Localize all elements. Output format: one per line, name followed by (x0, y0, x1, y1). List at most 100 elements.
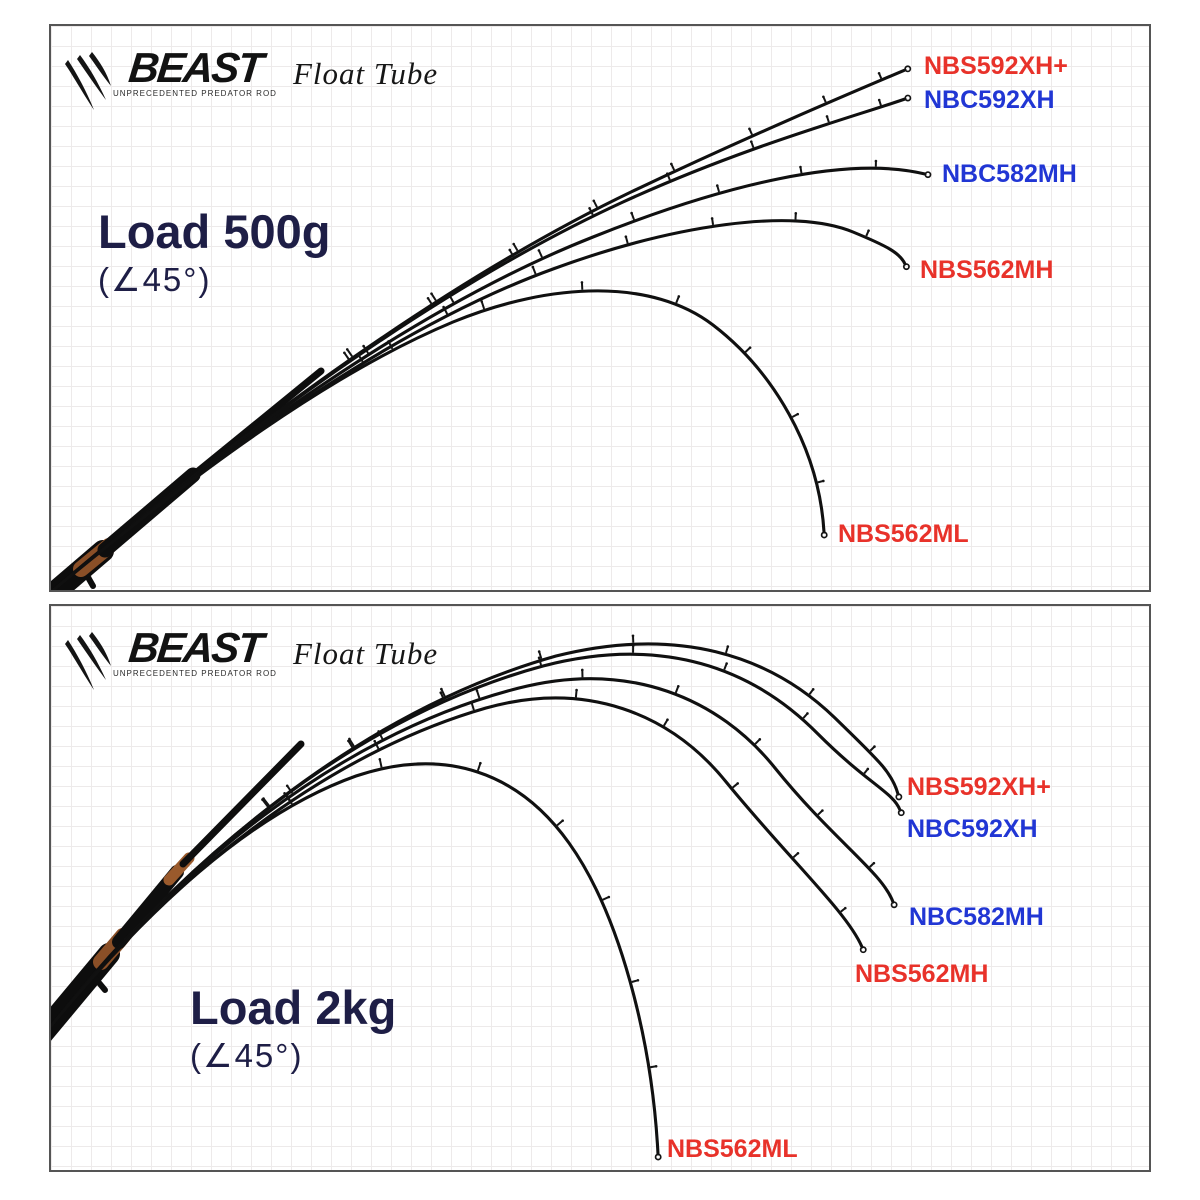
rod-guide-tick (480, 301, 486, 310)
brand-name: BEAST (126, 624, 264, 671)
load-label-block: Load 500g (∠45°) (98, 208, 330, 299)
rod-guide-ring (725, 662, 728, 665)
rod-guide-ring (748, 127, 751, 131)
rod-guide-ring (666, 718, 669, 722)
rod-guide-ring (439, 691, 443, 694)
rod-guide-ring (430, 292, 433, 295)
rod-tip-guide (820, 531, 828, 539)
rod-curve-NBS562ML (51, 289, 826, 590)
rod-guide-ring (561, 819, 564, 822)
rod-guide-ring (347, 739, 350, 743)
rod-guide-tick (261, 798, 269, 808)
rod-guide-ring (670, 162, 673, 166)
rod-guide-ring (877, 71, 881, 75)
rod-guide-ring (872, 861, 876, 865)
rod-model-label-NBC582MH: NBC582MH (942, 160, 1077, 188)
rod-guide-ring (575, 688, 578, 692)
rod-guide-tick (343, 352, 351, 361)
rod-model-label-NBS592XH+: NBS592XH+ (907, 773, 1051, 801)
rod-curve-NBC582MH (51, 677, 895, 1028)
rod-guide-ring (867, 229, 870, 232)
rod-guide-tick (357, 353, 364, 363)
beast-logo: BEAST UNPRECEDENTED PREDATOR ROD Float T… (65, 624, 439, 692)
product-name: Float Tube (292, 56, 439, 91)
rod-guide-ring (794, 212, 798, 215)
rod-guide-ring (636, 978, 640, 982)
rod-guide-tick (347, 740, 354, 749)
rod-guide-ring (715, 184, 719, 187)
rod-guide-ring (378, 757, 382, 761)
rod-tip-guide (924, 171, 932, 179)
rod-guide-ring (677, 295, 681, 298)
rod-guide-ring (508, 248, 512, 252)
rod-guide-ring (631, 634, 635, 638)
rod-guide-ring (676, 684, 680, 688)
rod-guide-ring (821, 809, 824, 812)
rod-guide-ring (442, 305, 445, 309)
panel-load-2kg: BEAST UNPRECEDENTED PREDATOR ROD Float T… (49, 604, 1151, 1172)
beast-logo: BEAST UNPRECEDENTED PREDATOR ROD Float T… (65, 44, 439, 112)
rod-curve-NBS562ML (51, 762, 660, 1156)
rod-guide-ring (607, 895, 611, 899)
rod-tip-guide (654, 1153, 662, 1161)
rod-guide-ring (843, 906, 847, 910)
rod-guide-ring (345, 348, 349, 351)
load-angle-note: (∠45°) (98, 261, 212, 298)
rod-guide-tick (475, 690, 481, 699)
rod-guide-ring (580, 281, 584, 284)
rod-guide-tick (442, 306, 449, 315)
rod-guide-ring (348, 737, 351, 741)
rod-guide-tick (348, 738, 355, 747)
rod-guide-ring (512, 242, 515, 246)
load-angle-note: (∠45°) (190, 1037, 304, 1074)
rod-guide-ring (811, 688, 815, 691)
rod-tip-guide (890, 901, 898, 909)
brand-tagline: UNPRECEDENTED PREDATOR ROD (113, 89, 277, 98)
rod-guide-ring (631, 644, 635, 648)
product-name: Float Tube (292, 636, 439, 671)
rod-guide-tick (440, 688, 446, 697)
rod-guide-ring (654, 1064, 658, 1068)
rod-curves-canvas (51, 634, 905, 1161)
rod-guide-ring (822, 479, 825, 483)
rod-curve-NBS592XH+ (51, 68, 907, 590)
rod-guide-ring (531, 265, 535, 269)
rod-model-label-NBS562MH: NBS562MH (920, 256, 1054, 284)
claw-marks-icon (65, 632, 111, 690)
rod-guide-tick (286, 785, 294, 794)
rod-model-label-NBS592XH+: NBS592XH+ (924, 52, 1068, 80)
rod-guide-ring (866, 767, 870, 771)
rod-model-label-NBS562ML: NBS562ML (667, 1135, 798, 1163)
rod-guide-ring (362, 344, 365, 348)
rod-guide-tick (377, 730, 384, 740)
rod-guide-ring (377, 730, 380, 733)
rod-guide-ring (822, 95, 825, 99)
rod-guide-ring (475, 689, 479, 692)
rod-tip-guide (902, 263, 910, 271)
rod-curves-canvas (51, 65, 932, 590)
rod-guide-ring (736, 782, 740, 785)
rod-guide-ring (874, 159, 878, 163)
rod-guide-tick (470, 702, 475, 711)
rod-guide-ring (592, 199, 596, 203)
rod-curve-NBC592XH (51, 97, 907, 590)
rod-model-label-NBS562ML: NBS562ML (838, 520, 969, 548)
rod-guide-ring (580, 668, 584, 672)
rod-guide-ring (877, 98, 881, 102)
rod-guide-tick (439, 692, 445, 701)
rod-guide-ring (630, 211, 633, 215)
rod-guide-ring (387, 340, 390, 343)
rod-guide-tick (427, 297, 434, 306)
rod-guide-ring (480, 300, 483, 303)
brand-tagline: UNPRECEDENTED PREDATOR ROD (113, 669, 277, 678)
rod-guide-tick (476, 762, 482, 771)
claw-marks-icon (65, 52, 111, 110)
rod-guide-ring (799, 165, 802, 169)
rod-guide-ring (749, 140, 753, 143)
rod-handle-segment (179, 740, 305, 868)
rod-tip-guide (904, 94, 912, 102)
rod-guide-ring (286, 795, 289, 798)
rod-guide-tick (286, 795, 293, 805)
panel-load-500g: BEAST UNPRECEDENTED PREDATOR ROD Float T… (49, 24, 1151, 592)
rod-guide-ring (373, 739, 376, 743)
